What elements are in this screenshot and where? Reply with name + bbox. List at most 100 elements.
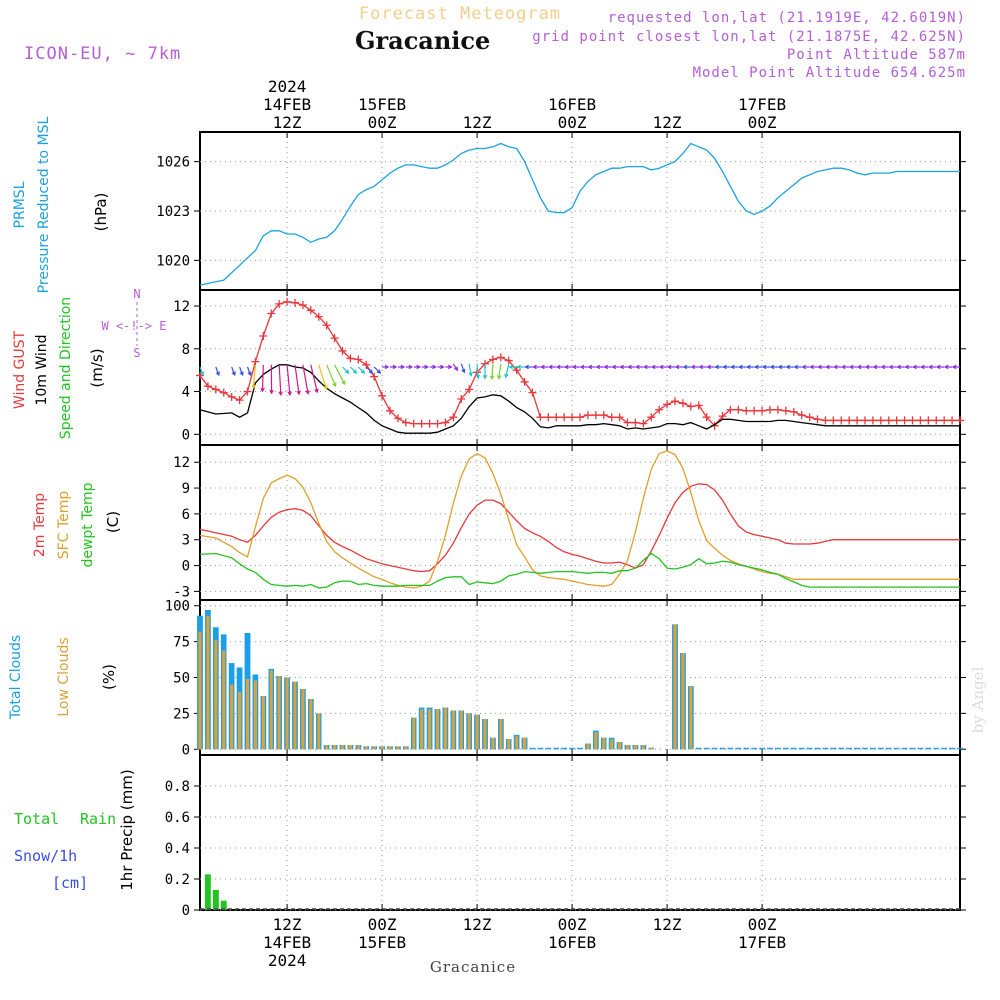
wind-arrow-head-icon: [260, 387, 265, 393]
total-cloud-edge: [323, 745, 326, 750]
gust-marker: [750, 406, 759, 415]
y-tick-label: 9: [182, 481, 190, 497]
total-cloud-edge: [276, 676, 278, 750]
total-cloud-edge: [510, 739, 512, 750]
low-cloud-bar: [197, 631, 203, 750]
total-cloud-edge: [553, 747, 555, 750]
total-cloud-edge: [344, 745, 346, 750]
gust-marker: [243, 387, 252, 396]
total-cloud-bar: [941, 747, 947, 750]
total-cloud-edge: [672, 624, 674, 750]
total-cloud-bar: [759, 747, 765, 750]
total-cloud-edge: [624, 745, 626, 750]
total-cloud-edge: [806, 747, 808, 750]
gust-marker: [457, 395, 466, 404]
bottom-time-label: 14FEB: [263, 933, 311, 952]
gust-marker: [354, 355, 363, 364]
wind-arrow-head-icon: [690, 364, 696, 370]
low-cloud-bar: [434, 709, 441, 750]
total-cloud-edge: [415, 717, 417, 750]
low-cloud-bar: [458, 710, 464, 750]
wind-arrow-head-icon: [475, 374, 481, 380]
low-cloud-bar: [395, 746, 401, 750]
gust-marker: [370, 372, 379, 381]
low-cloud-bar: [632, 745, 639, 750]
bottom-time-label: 00Z: [748, 915, 777, 934]
total-cloud-edge: [601, 737, 603, 750]
total-cloud-edge: [870, 747, 872, 750]
wind-arrow-head-icon: [408, 364, 414, 370]
wind-arrow-icon: [318, 364, 327, 389]
total-cloud-edge: [581, 747, 583, 750]
total-cloud-edge: [502, 719, 504, 750]
total-cloud-bar: [553, 747, 559, 750]
gust-marker: [948, 416, 957, 425]
total-cloud-edge: [292, 681, 294, 750]
wind-arrow-head-icon: [706, 364, 711, 370]
total-cloud-edge: [779, 747, 781, 750]
wind-arrow-head-icon: [817, 364, 822, 370]
total-cloud-bar: [933, 747, 939, 750]
wind-arrow-head-icon: [722, 364, 727, 370]
total-cloud-edge: [347, 745, 349, 750]
y-tick-label: 0: [182, 559, 190, 575]
y-tick-label: 8: [182, 342, 190, 358]
total-cloud-edge: [526, 737, 528, 750]
gust-marker: [560, 413, 569, 422]
total-cloud-edge: [929, 747, 932, 750]
total-cloud-edge: [945, 747, 947, 750]
total-cloud-edge: [732, 747, 734, 750]
wind-arrow-head-icon: [785, 364, 791, 370]
total-cloud-edge: [518, 734, 520, 750]
gust-marker: [663, 400, 672, 409]
station-name: Gracanice: [355, 26, 491, 55]
gust-marker: [678, 399, 687, 408]
total-cloud-edge: [775, 747, 777, 750]
top-time-label: 14FEB: [263, 95, 311, 114]
clouds-unit-label: (%): [100, 664, 118, 690]
top-time-label: 00Z: [558, 113, 587, 132]
snow-label: Snow/1h: [14, 847, 77, 865]
wind-arrow-head-icon: [296, 390, 301, 396]
low-cloud-bar: [442, 707, 449, 750]
rain-label: Rain: [80, 810, 116, 828]
total-cloud-edge: [909, 747, 911, 750]
panel-pressure: 1020 1023 1026: [156, 131, 966, 291]
total-cloud-bar: [767, 747, 773, 750]
gust-marker: [868, 416, 877, 425]
wind-arrow-head-icon: [888, 364, 893, 370]
wind-arrow-head-icon: [269, 389, 274, 395]
total-cloud-edge: [545, 747, 547, 750]
total-cloud-edge: [312, 699, 314, 750]
rain-bar: [212, 889, 219, 910]
low-cloud-bar: [672, 624, 678, 750]
y-tick-label: 0.4: [165, 841, 190, 857]
total-cloud-edge: [842, 747, 844, 750]
total-cloud-edge: [771, 747, 773, 750]
wind-arrow-head-icon: [769, 364, 775, 370]
low-cloud-bar: [490, 737, 496, 750]
total-cloud-edge: [197, 615, 199, 750]
gust-marker: [378, 391, 387, 400]
total-cloud-edge: [795, 747, 797, 750]
wind-arrow-head-icon: [880, 364, 886, 370]
total-cloud-edge: [205, 610, 207, 750]
total-cloud-edge: [213, 627, 215, 750]
total-cloud-edge: [735, 747, 737, 750]
total-cloud-edge: [696, 747, 698, 750]
total-cloud-bar: [917, 747, 924, 750]
low-cloud-bar: [482, 719, 488, 750]
total-cloud-edge: [537, 747, 539, 750]
total-cloud-edge: [375, 746, 377, 750]
gust-marker: [314, 312, 323, 321]
gust-marker: [829, 416, 838, 425]
gust-marker: [346, 354, 355, 363]
total-cloud-edge: [961, 747, 963, 750]
wind-arrow-head-icon: [376, 369, 382, 374]
total-cloud-edge: [260, 696, 262, 750]
wind-arrow-head-icon: [587, 364, 593, 370]
wind-arrow-head-icon: [468, 372, 473, 377]
wind-arrow-head-icon: [809, 364, 814, 370]
total-cloud-edge: [569, 747, 571, 750]
total-cloud-bar: [727, 747, 734, 750]
